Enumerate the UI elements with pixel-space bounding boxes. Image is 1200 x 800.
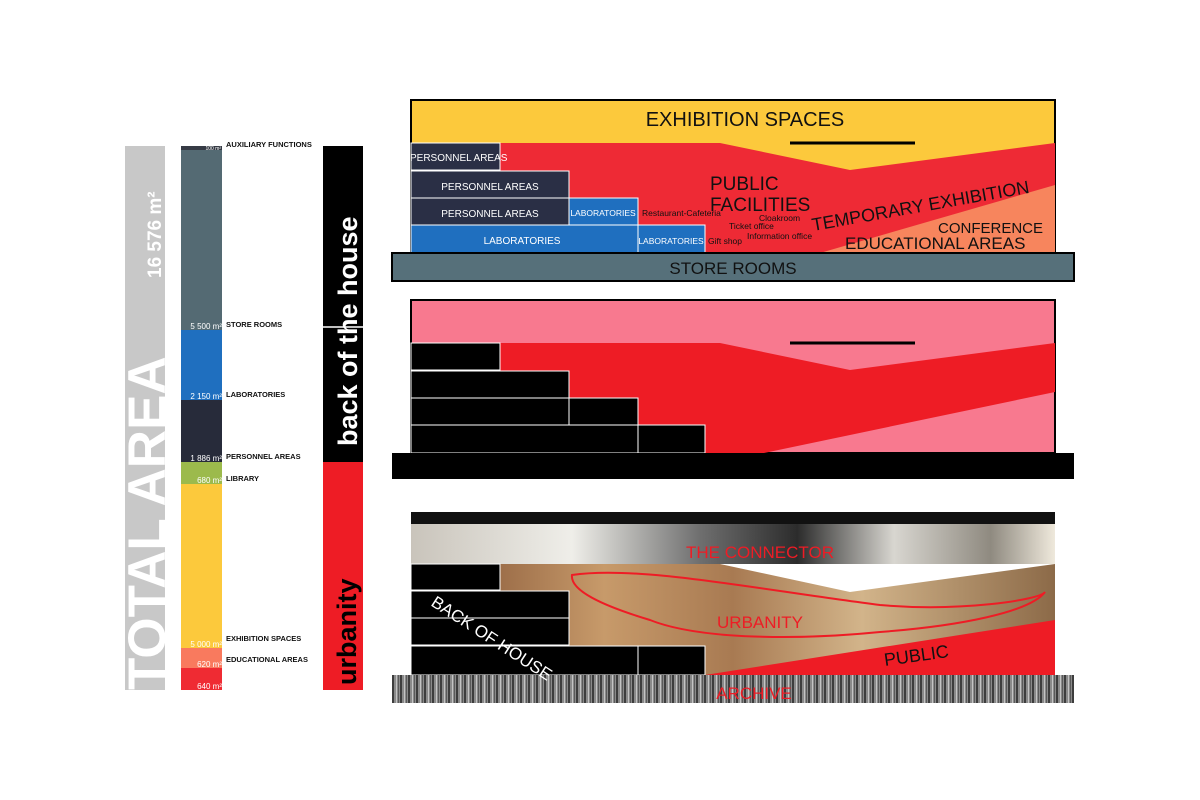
information-office-label: Information office <box>747 231 812 241</box>
bar-segment-laboratories <box>181 330 222 400</box>
bar-segment-public <box>181 668 222 690</box>
laboratory-large <box>410 224 639 254</box>
area-name-exhibition: EXHIBITION SPACES <box>226 634 301 643</box>
urbanity-label: URBANITY <box>717 613 803 632</box>
bar-segment-educational <box>181 648 222 668</box>
private-block-4 <box>568 397 639 426</box>
area-breakdown-bar: 100 m² 5 500 m² 2 150 m² 1 886 m² 680 m²… <box>181 140 312 691</box>
laboratory-small <box>568 197 639 226</box>
collage-block-2 <box>410 590 570 619</box>
zone-back-of-house-label: back of the house <box>333 216 363 446</box>
bar-segment-personnel <box>181 400 222 462</box>
archive-strip <box>392 675 1074 703</box>
ticket-office-label: Ticket office <box>729 221 774 231</box>
area-name-educational: EDUCATIONAL AREAS <box>226 655 308 664</box>
basement-block <box>392 453 1074 479</box>
area-value-auxiliary: 100 m² <box>205 146 221 152</box>
area-value-public: 640 m² <box>197 682 222 691</box>
cloakroom-label: Cloakroom <box>759 213 800 223</box>
section-public-private <box>392 299 1074 479</box>
connector-label: THE CONNECTOR <box>686 543 834 562</box>
collage-block-3 <box>410 617 570 646</box>
personnel-area-low <box>410 197 570 226</box>
section-collage: THE CONNECTOR BACK OF HOUSE URBANITY PUB… <box>392 512 1074 703</box>
connector-photo-strip <box>411 524 1055 564</box>
area-name-laboratories: LABORATORIES <box>226 390 285 399</box>
restaurant-label: Restaurant-Cafeteria <box>642 208 721 218</box>
area-value-laboratories: 2 150 m² <box>190 392 222 401</box>
personnel-label-mid: PERSONNEL AREAS <box>441 182 539 193</box>
private-block-3 <box>410 397 570 426</box>
personnel-label-low: PERSONNEL AREAS <box>441 209 539 220</box>
zone-back-of-house-band <box>323 146 363 462</box>
archive-label: ARCHIVE <box>716 684 792 703</box>
gift-shop-label: Gift shop <box>708 236 742 246</box>
collage-block-1 <box>410 563 501 591</box>
total-area-column: TOTAL AREA 16 576 m² <box>118 146 177 690</box>
bar-segment-auxiliary <box>181 146 222 150</box>
personnel-area-top <box>410 142 501 171</box>
educational-areas-label: EDUCATIONAL AREAS <box>845 234 1025 253</box>
area-value-library: 680 m² <box>197 476 222 485</box>
store-rooms-block <box>391 252 1075 282</box>
area-value-educational: 620 m² <box>197 660 222 669</box>
section-program: EXHIBITION SPACES PERSONNEL AREAS PERSON… <box>391 99 1075 282</box>
area-name-library: LIBRARY <box>226 474 259 483</box>
private-block-6 <box>637 424 706 454</box>
laboratory-label-small: LABORATORIES <box>570 208 636 218</box>
conference-educational-block <box>820 185 1055 253</box>
total-area-label: TOTAL AREA <box>118 356 177 690</box>
zone-bar: back of the house urbanity <box>323 146 363 690</box>
total-area-band <box>125 146 165 690</box>
public-facilities-label-2: FACILITIES <box>710 195 810 216</box>
area-name-personnel: PERSONNEL AREAS <box>226 452 301 461</box>
area-value-exhibition: 5 000 m² <box>190 640 222 649</box>
conference-label: CONFERENCE <box>938 220 1043 237</box>
private-block-5 <box>410 424 639 454</box>
public-red-block <box>705 620 1055 675</box>
laboratory-label-right: LABORATORIES <box>638 236 704 246</box>
bar-segment-store-rooms <box>181 150 222 330</box>
exhibition-label: EXHIBITION SPACES <box>646 109 845 131</box>
collage-block-5 <box>637 645 706 676</box>
store-rooms-label: STORE ROOMS <box>669 259 796 278</box>
public-facilities-label-1: PUBLIC <box>710 174 779 195</box>
roof-band <box>411 512 1055 524</box>
urbanity-outline <box>570 571 1046 638</box>
personnel-label-top: PERSONNEL AREAS <box>410 153 508 164</box>
bar-segment-library <box>181 462 222 484</box>
private-block-2 <box>410 370 570 399</box>
area-value-personnel: 1 886 m² <box>190 454 222 463</box>
area-value-store-rooms: 5 500 m² <box>190 322 222 331</box>
zone-urbanity-band <box>323 462 363 690</box>
bar-segment-exhibition <box>181 484 222 648</box>
zone-urbanity-label: urbanity <box>332 578 362 685</box>
laboratory-right <box>637 224 706 254</box>
area-name-auxiliary: AUXILIARY FUNCTIONS <box>226 140 312 149</box>
laboratory-label-large: LABORATORIES <box>484 236 561 247</box>
total-area-value: 16 576 m² <box>145 191 166 278</box>
area-name-store-rooms: STORE ROOMS <box>226 320 282 329</box>
private-block-1 <box>410 342 501 371</box>
